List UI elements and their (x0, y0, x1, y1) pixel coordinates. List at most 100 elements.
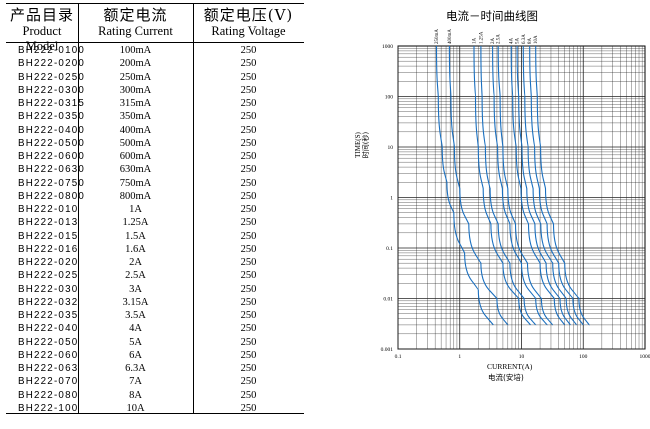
curve-5A (516, 45, 571, 326)
table-row: BH222-030 3A 250 (6, 283, 304, 296)
rating-current-cell: 5A (129, 336, 142, 348)
curve-rating-label: 1.25A (479, 31, 484, 44)
rating-current-cell: 6.3A (125, 363, 146, 374)
header-zh: 额定电流 (103, 6, 168, 24)
chart-title: 电流－时间曲线图 (446, 9, 538, 23)
y-tick-label: 1 (390, 196, 393, 202)
header-en: Product Model (22, 24, 62, 53)
header-zh: 额定电压(V) (203, 6, 294, 24)
spec-table: 产品目录 Product Model 额定电流 Rating Current 额… (6, 3, 304, 414)
header-en: Rating Current (98, 24, 173, 38)
table-row: BH222-100 10A 250 (6, 402, 304, 415)
product-model-cell: BH222-050 (18, 336, 79, 348)
y-tick-label: 1000 (382, 44, 393, 50)
table-row: BH222-025 2.5A 250 (6, 269, 304, 282)
curve-6.3A (522, 45, 578, 326)
product-model-cell: BH222-030 (18, 283, 79, 295)
y-axis-label-zh: 时间(秒) (362, 131, 370, 159)
header-en: Rating Voltage (211, 24, 286, 38)
product-model-cell: BH222-063 (18, 363, 79, 374)
rating-voltage-cell: 250 (240, 84, 257, 96)
curve-rating-label: 400mA (448, 29, 453, 44)
x-tick-label: 1 (458, 354, 461, 360)
product-model-cell: BH222-025 (18, 270, 79, 282)
table-row: BH222-0800 800mA 250 (6, 190, 304, 203)
product-model-cell: BH222-0800 (18, 190, 86, 202)
y-tick-label: 0.001 (381, 347, 394, 353)
product-model-cell: BH222-032 (18, 296, 79, 308)
curve-2.5A (497, 45, 554, 326)
rating-voltage-cell: 250 (240, 230, 257, 242)
table-body: BH222-0100 100mA 250 BH222-0200 200mA 250 BH22… (6, 44, 304, 415)
product-model-cell: BH222-0300 (18, 84, 86, 96)
rating-voltage-cell: 250 (240, 323, 257, 335)
table-row: BH222-080 8A 250 (6, 389, 304, 402)
product-model-cell: BH222-0500 (18, 137, 86, 149)
header-rating-voltage: 额定电压(V) Rating Voltage (193, 4, 304, 42)
rating-voltage-cell: 250 (240, 164, 257, 176)
rating-voltage-cell: 250 (240, 257, 257, 268)
rating-voltage-cell: 250 (240, 177, 257, 189)
rating-current-cell: 250mA (119, 71, 152, 83)
curve-rating-label: 8A (528, 38, 533, 45)
rating-current-cell: 750mA (119, 177, 152, 189)
product-model-cell: BH222-100 (18, 402, 79, 414)
table-row: BH222-0300 300mA 250 (6, 84, 304, 97)
curve-8A (529, 45, 584, 326)
table-header: 产品目录 Product Model 额定电流 Rating Current 额… (6, 4, 304, 53)
curve-rating-label: 6.3A (522, 34, 527, 44)
x-axis-label: CURRENT(A) (487, 362, 533, 371)
curve-rating-label: 2.5A (497, 34, 502, 44)
column-divider (193, 4, 194, 413)
curve-400mA (448, 45, 509, 326)
column-divider (78, 4, 79, 413)
curve-rating-label: 10A (534, 35, 539, 44)
table-row: BH222-016 1.6A 250 (6, 243, 304, 256)
rating-current-cell: 6A (129, 349, 142, 361)
product-model-cell: BH222-016 (18, 243, 79, 255)
rating-current-cell: 600mA (119, 151, 152, 162)
curve-rating-label: 250mA (435, 29, 440, 44)
rating-current-cell: 3A (129, 283, 142, 295)
y-axis-label: TIME(S) (354, 132, 362, 158)
x-tick-label: 100 (579, 354, 588, 360)
product-model-cell: BH222-040 (18, 323, 79, 335)
rating-voltage-cell: 250 (240, 336, 257, 348)
product-model-cell: BH222-0200 (18, 58, 86, 70)
rating-current-cell: 1.5A (125, 230, 146, 242)
x-tick-label: 0.1 (395, 354, 402, 360)
rating-current-cell: 400mA (119, 124, 152, 136)
table-row: BH222-020 2A 250 (6, 256, 304, 269)
rating-current-cell: 630mA (119, 164, 152, 176)
rating-current-cell: 3.5A (125, 310, 146, 321)
table-row: BH222-063 6.3A 250 (6, 362, 304, 375)
curve-2A (492, 45, 548, 326)
rating-current-cell: 2A (129, 257, 142, 268)
product-model-cell: BH222-0630 (18, 164, 86, 176)
table-row: BH222-0630 630mA 250 (6, 163, 304, 176)
y-tick-label: 0.01 (383, 297, 393, 303)
product-model-cell: BH222-0250 (18, 71, 86, 83)
table-row: BH222-015 1.5A 250 (6, 230, 304, 243)
table-row: BH222-0600 600mA 250 (6, 150, 304, 163)
rating-voltage-cell: 250 (240, 111, 257, 123)
rating-current-cell: 7A (129, 376, 142, 388)
rating-voltage-cell: 250 (240, 363, 257, 374)
rating-current-cell: 100mA (119, 45, 152, 56)
product-model-cell: BH222-0350 (18, 111, 86, 123)
product-model-cell: BH222-070 (18, 376, 79, 388)
rating-current-cell: 4A (129, 323, 142, 335)
product-model-cell: BH222-010 (18, 204, 79, 215)
curve-1.25A (480, 45, 537, 326)
x-tick-label: 10 (519, 354, 525, 360)
curve-rating-label: 2A (491, 38, 496, 45)
y-tick-label: 10 (388, 145, 394, 151)
product-model-cell: BH222-020 (18, 257, 79, 268)
rating-voltage-cell: 250 (240, 58, 257, 70)
rating-current-cell: 300mA (119, 84, 152, 96)
rating-current-cell: 500mA (119, 137, 152, 149)
rating-current-cell: 8A (129, 389, 142, 401)
rating-voltage-cell: 250 (240, 243, 257, 255)
rating-voltage-cell: 250 (240, 124, 257, 136)
